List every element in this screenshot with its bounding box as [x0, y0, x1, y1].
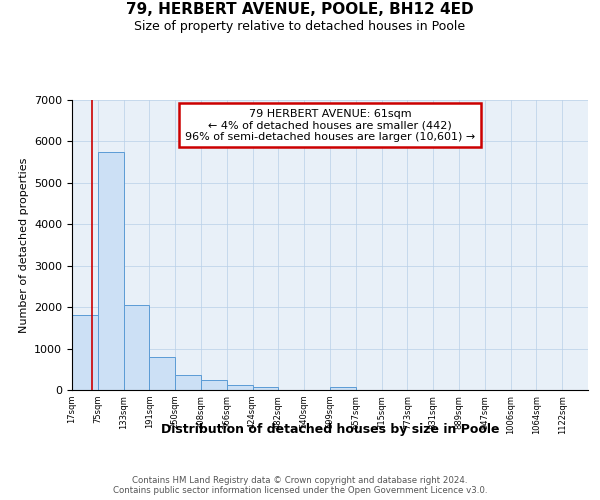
Text: 79 HERBERT AVENUE: 61sqm
← 4% of detached houses are smaller (442)
96% of semi-d: 79 HERBERT AVENUE: 61sqm ← 4% of detache… — [185, 108, 475, 142]
Bar — [124, 305, 149, 390]
Text: Distribution of detached houses by size in Poole: Distribution of detached houses by size … — [161, 422, 499, 436]
Bar — [72, 316, 98, 390]
Bar — [175, 374, 201, 390]
Bar — [149, 357, 175, 390]
Bar — [253, 386, 278, 390]
Text: Contains HM Land Registry data © Crown copyright and database right 2024.
Contai: Contains HM Land Registry data © Crown c… — [113, 476, 487, 495]
Bar — [98, 152, 124, 390]
Bar — [227, 385, 253, 390]
Bar — [201, 380, 227, 390]
Text: 79, HERBERT AVENUE, POOLE, BH12 4ED: 79, HERBERT AVENUE, POOLE, BH12 4ED — [126, 2, 474, 18]
Y-axis label: Number of detached properties: Number of detached properties — [19, 158, 29, 332]
Text: Size of property relative to detached houses in Poole: Size of property relative to detached ho… — [134, 20, 466, 33]
Bar — [330, 387, 356, 390]
